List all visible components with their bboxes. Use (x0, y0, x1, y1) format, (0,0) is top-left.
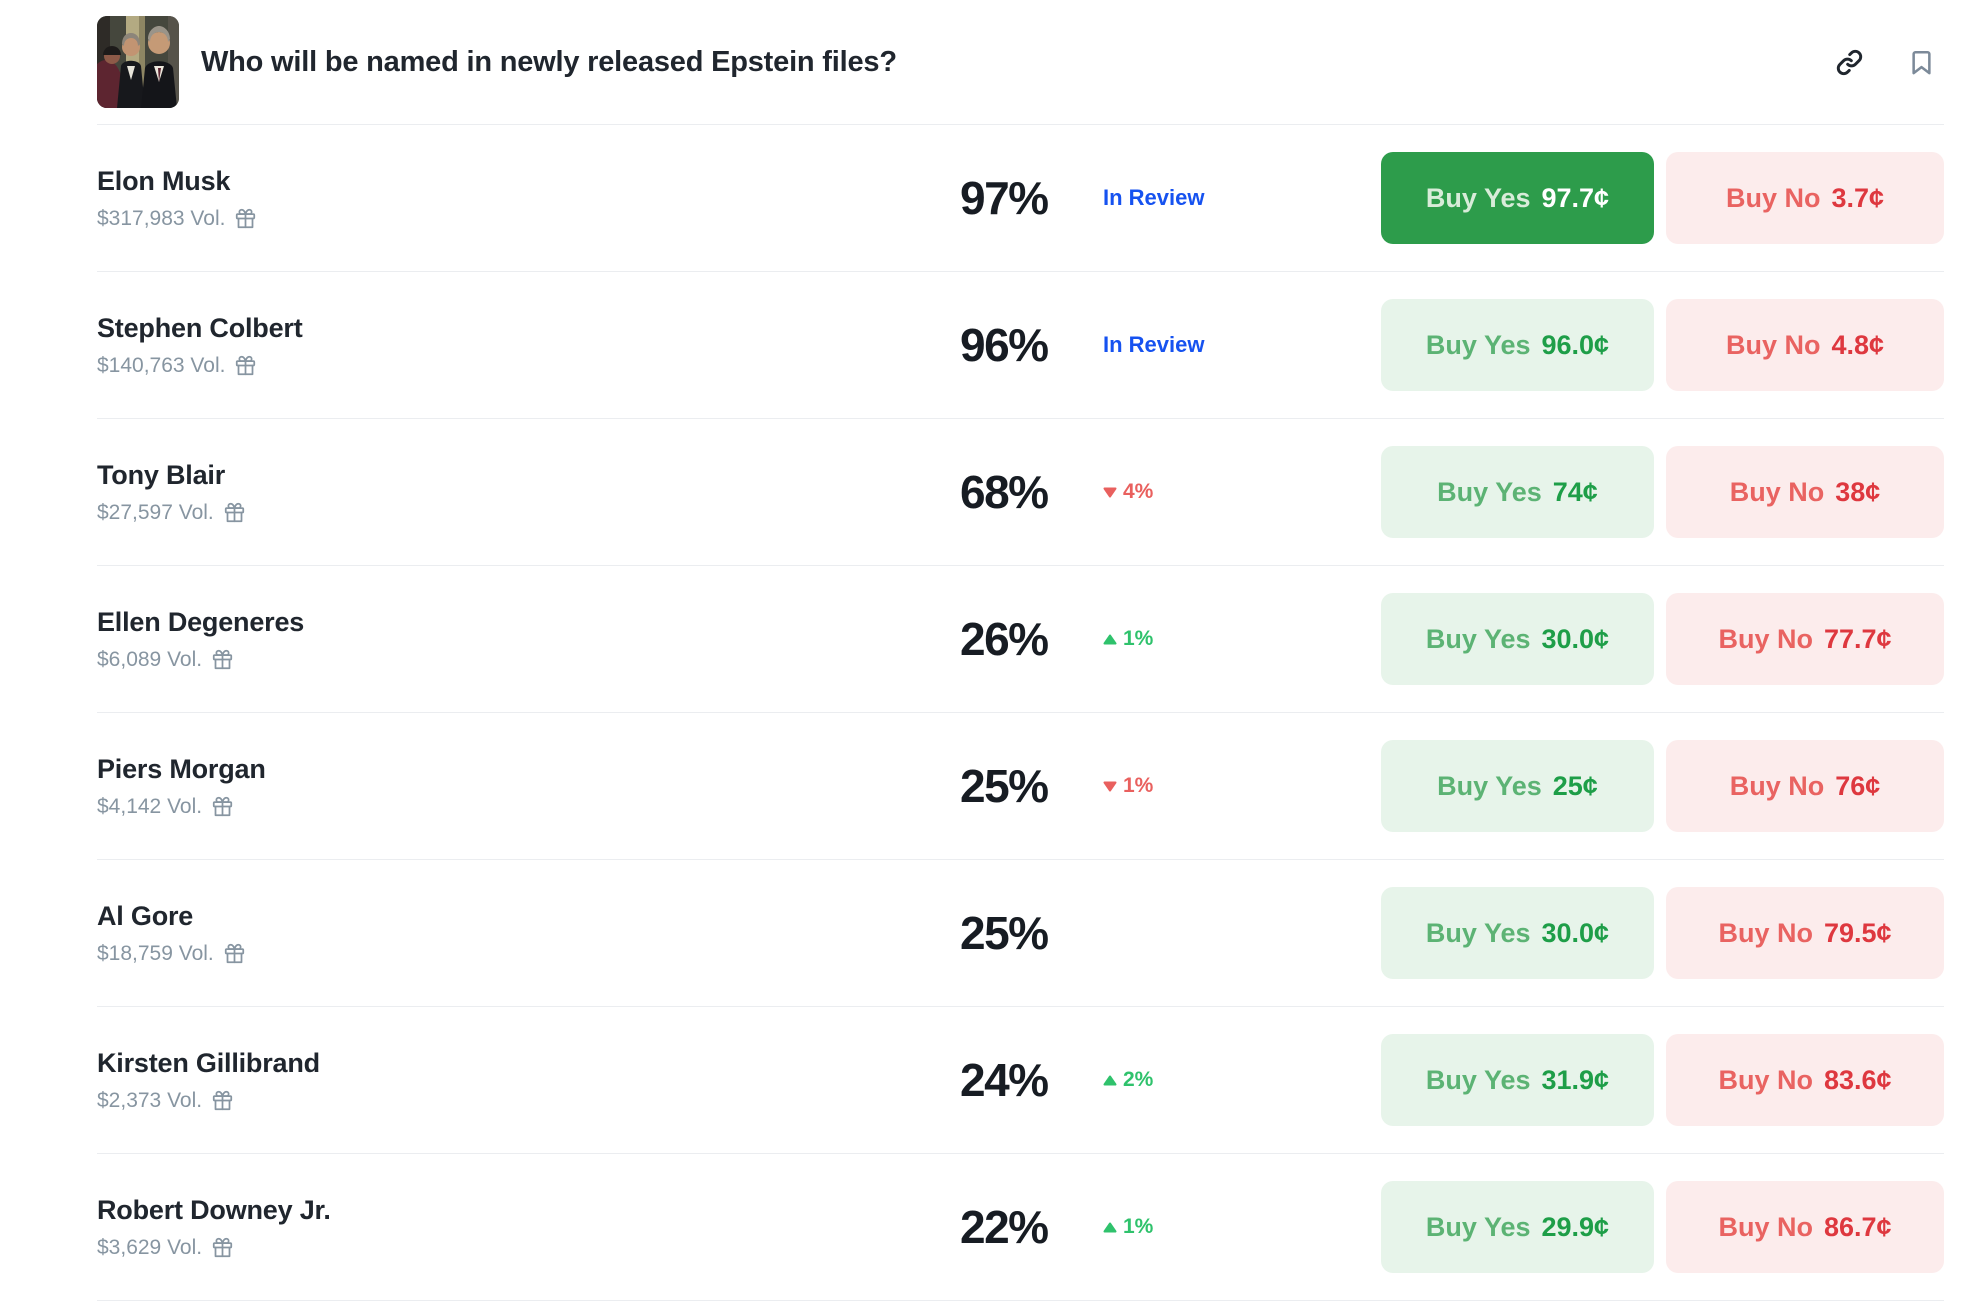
change-up-indicator: 1% (1103, 1215, 1153, 1239)
volume-label: $3,629 Vol. (97, 1235, 203, 1259)
buy-no-button[interactable]: Buy No 79.5¢ (1666, 887, 1944, 979)
market-row: Ellen Degeneres $6,089 Vol. 26% 1% 1% Bu… (97, 566, 1944, 713)
volume-label: $27,597 Vol. (97, 500, 214, 524)
volume-label: $140,763 Vol. (97, 353, 226, 377)
buy-yes-button[interactable]: Buy Yes 30.0¢ (1381, 593, 1654, 685)
outcome-name[interactable]: Elon Musk (97, 165, 231, 196)
buy-no-button[interactable]: Buy No 76¢ (1666, 740, 1944, 832)
outcome-name[interactable]: Ellen Degeneres (97, 606, 305, 637)
buy-yes-button[interactable]: Buy Yes 29.9¢ (1381, 1181, 1654, 1273)
volume-label: $6,089 Vol. (97, 647, 203, 671)
gift-icon[interactable] (212, 1237, 233, 1258)
buy-no-button[interactable]: Buy No 38¢ (1666, 446, 1944, 538)
probability-value: 24% (960, 1054, 1049, 1106)
change-down-indicator: 4% (1103, 480, 1153, 504)
gift-icon[interactable] (212, 649, 233, 670)
buy-no-button[interactable]: Buy No 4.8¢ (1666, 299, 1944, 391)
buy-no-button[interactable]: Buy No 77.7¢ (1666, 593, 1944, 685)
probability-value: 26% (960, 613, 1049, 665)
outcome-name[interactable]: Robert Downey Jr. (97, 1194, 331, 1225)
gift-icon[interactable] (224, 943, 245, 964)
change-up-indicator: 1% (1103, 627, 1153, 651)
buy-no-button[interactable]: Buy No 86.7¢ (1666, 1181, 1944, 1273)
outcome-name[interactable]: Stephen Colbert (97, 312, 303, 343)
market-header: Who will be named in newly released Epst… (97, 0, 1944, 125)
outcome-name[interactable]: Kirsten Gillibrand (97, 1047, 320, 1078)
buy-yes-button[interactable]: Buy Yes 97.7¢ (1381, 152, 1654, 244)
market-row: Stephen Colbert $140,763 Vol. 96% In Rev… (97, 272, 1944, 419)
buy-yes-button[interactable]: Buy Yes 74¢ (1381, 446, 1654, 538)
header-actions (1834, 47, 1944, 78)
probability-value: 25% (960, 760, 1049, 812)
buy-yes-button[interactable]: Buy Yes 31.9¢ (1381, 1034, 1654, 1126)
market-row: Al Gore $18,759 Vol. 25% Buy Yes 30.0¢ Bu… (97, 860, 1944, 1007)
outcome-name[interactable]: Al Gore (97, 900, 194, 931)
volume-label: $18,759 Vol. (97, 941, 214, 965)
buy-no-button[interactable]: Buy No 3.7¢ (1666, 152, 1944, 244)
probability-value: 22% (960, 1201, 1049, 1253)
status-badge: In Review (1103, 185, 1205, 210)
probability-value: 96% (960, 319, 1049, 371)
gift-icon[interactable] (235, 355, 256, 376)
buy-yes-button[interactable]: Buy Yes 30.0¢ (1381, 887, 1654, 979)
gift-icon[interactable] (212, 1090, 233, 1111)
page-title: Who will be named in newly released Epst… (201, 45, 897, 78)
market-thumbnail-image (97, 16, 179, 108)
outcome-name[interactable]: Piers Morgan (97, 753, 266, 784)
buy-no-button[interactable]: Buy No 83.6¢ (1666, 1034, 1944, 1126)
gift-icon[interactable] (224, 502, 245, 523)
probability-value: 68% (960, 466, 1049, 518)
status-badge: In Review (1103, 332, 1205, 357)
volume-label: $2,373 Vol. (97, 1088, 203, 1112)
volume-label: $317,983 Vol. (97, 206, 226, 230)
market-row: Robert Downey Jr. $3,629 Vol. 22% 1% 1% … (97, 1154, 1944, 1301)
buy-yes-button[interactable]: Buy Yes 25¢ (1381, 740, 1654, 832)
market-row: Tony Blair $27,597 Vol. 68% 4% 4% Buy Ye… (97, 419, 1944, 566)
gift-icon[interactable] (235, 208, 256, 229)
change-down-indicator: 1% (1103, 774, 1153, 798)
volume-label: $4,142 Vol. (97, 794, 203, 818)
market-row: Elon Musk $317,983 Vol. 97% In Review Bu… (97, 125, 1944, 272)
probability-value: 97% (960, 172, 1049, 224)
copy-link-icon[interactable] (1834, 47, 1865, 78)
outcome-name[interactable]: Tony Blair (97, 459, 226, 490)
buy-yes-button[interactable]: Buy Yes 96.0¢ (1381, 299, 1654, 391)
probability-value: 25% (960, 907, 1049, 959)
bookmark-icon[interactable] (1907, 48, 1936, 77)
market-row: Piers Morgan $4,142 Vol. 25% 1% 1% Buy Y… (97, 713, 1944, 860)
gift-icon[interactable] (212, 796, 233, 817)
market-row: Kirsten Gillibrand $2,373 Vol. 24% 2% 2%… (97, 1007, 1944, 1154)
change-up-indicator: 2% (1103, 1068, 1153, 1092)
